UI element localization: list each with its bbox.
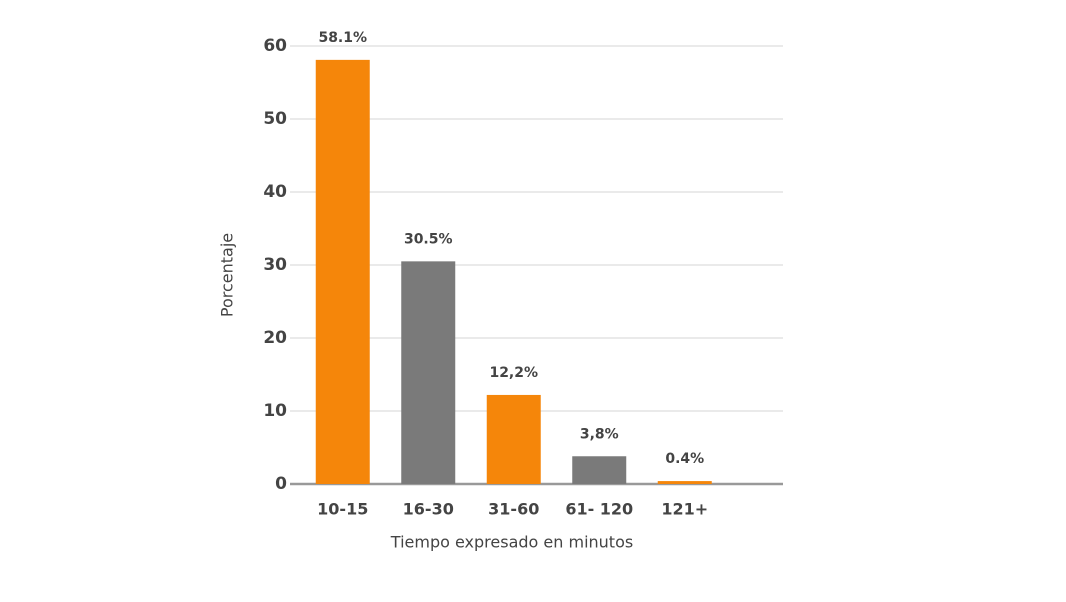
x-tick-label: 61- 120	[565, 500, 633, 519]
y-tick-label: 30	[263, 255, 287, 275]
value-label: 0.4%	[665, 451, 704, 467]
x-tick-label: 121+	[661, 500, 708, 519]
value-label: 12,2%	[489, 365, 538, 381]
x-tick-label: 16-30	[403, 500, 454, 519]
value-label: 3,8%	[580, 426, 619, 442]
bar	[657, 481, 712, 484]
x-axis-label: Tiempo expresado en minutos	[390, 533, 633, 552]
bar	[315, 59, 370, 485]
value-label: 58.1%	[318, 30, 367, 46]
y-tick-label: 10	[263, 401, 287, 421]
value-label: 30.5%	[404, 231, 453, 247]
bar	[486, 394, 541, 484]
bar	[401, 261, 456, 484]
y-axis-label: Porcentaje	[218, 233, 237, 317]
y-tick-label: 40	[263, 182, 287, 202]
y-tick-label: 20	[263, 328, 287, 348]
x-tick-label: 10-15	[317, 500, 368, 519]
y-tick-label: 50	[263, 109, 287, 129]
bar	[572, 456, 627, 484]
y-tick-label: 60	[263, 36, 287, 56]
y-tick-label: 0	[275, 474, 287, 494]
x-tick-label: 31-60	[488, 500, 539, 519]
